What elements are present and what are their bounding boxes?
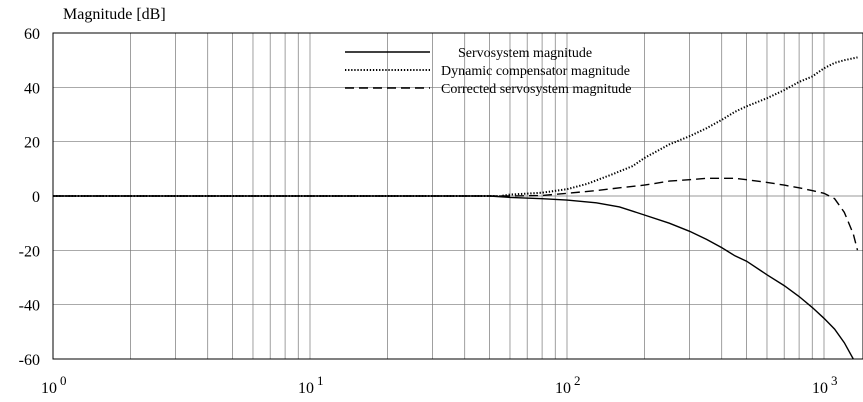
y-axis-label: Magnitude [dB] [63,6,166,23]
y-tick-label: 40 [24,80,40,97]
y-tick-label: -20 [19,243,40,260]
series-line-1 [53,195,854,360]
x-tick-label: 10 3 [812,373,838,397]
y-tick-label: 0 [32,189,40,206]
series-line-2 [53,56,858,197]
legend-label-1: Servosystem magnitude [458,46,592,61]
legend-label-2: Dynamic compensator magnitude [441,64,630,79]
series-line-3 [53,177,859,251]
legend: Servosystem magnitude Dynamic compensator… [345,46,632,97]
y-tick-label: 20 [24,135,40,152]
y-tick-label: -60 [19,352,40,369]
y-tick-label: -40 [19,298,40,315]
plot-frame [52,32,863,360]
x-tick-label: 10 0 [41,373,67,397]
legend-label-3: Corrected servosystem magnitude [441,82,632,97]
x-tick-label: 10 2 [555,373,581,397]
series-layer [53,56,859,360]
y-tick-label: 60 [24,26,40,43]
x-tick-label: 10 1 [298,373,324,397]
